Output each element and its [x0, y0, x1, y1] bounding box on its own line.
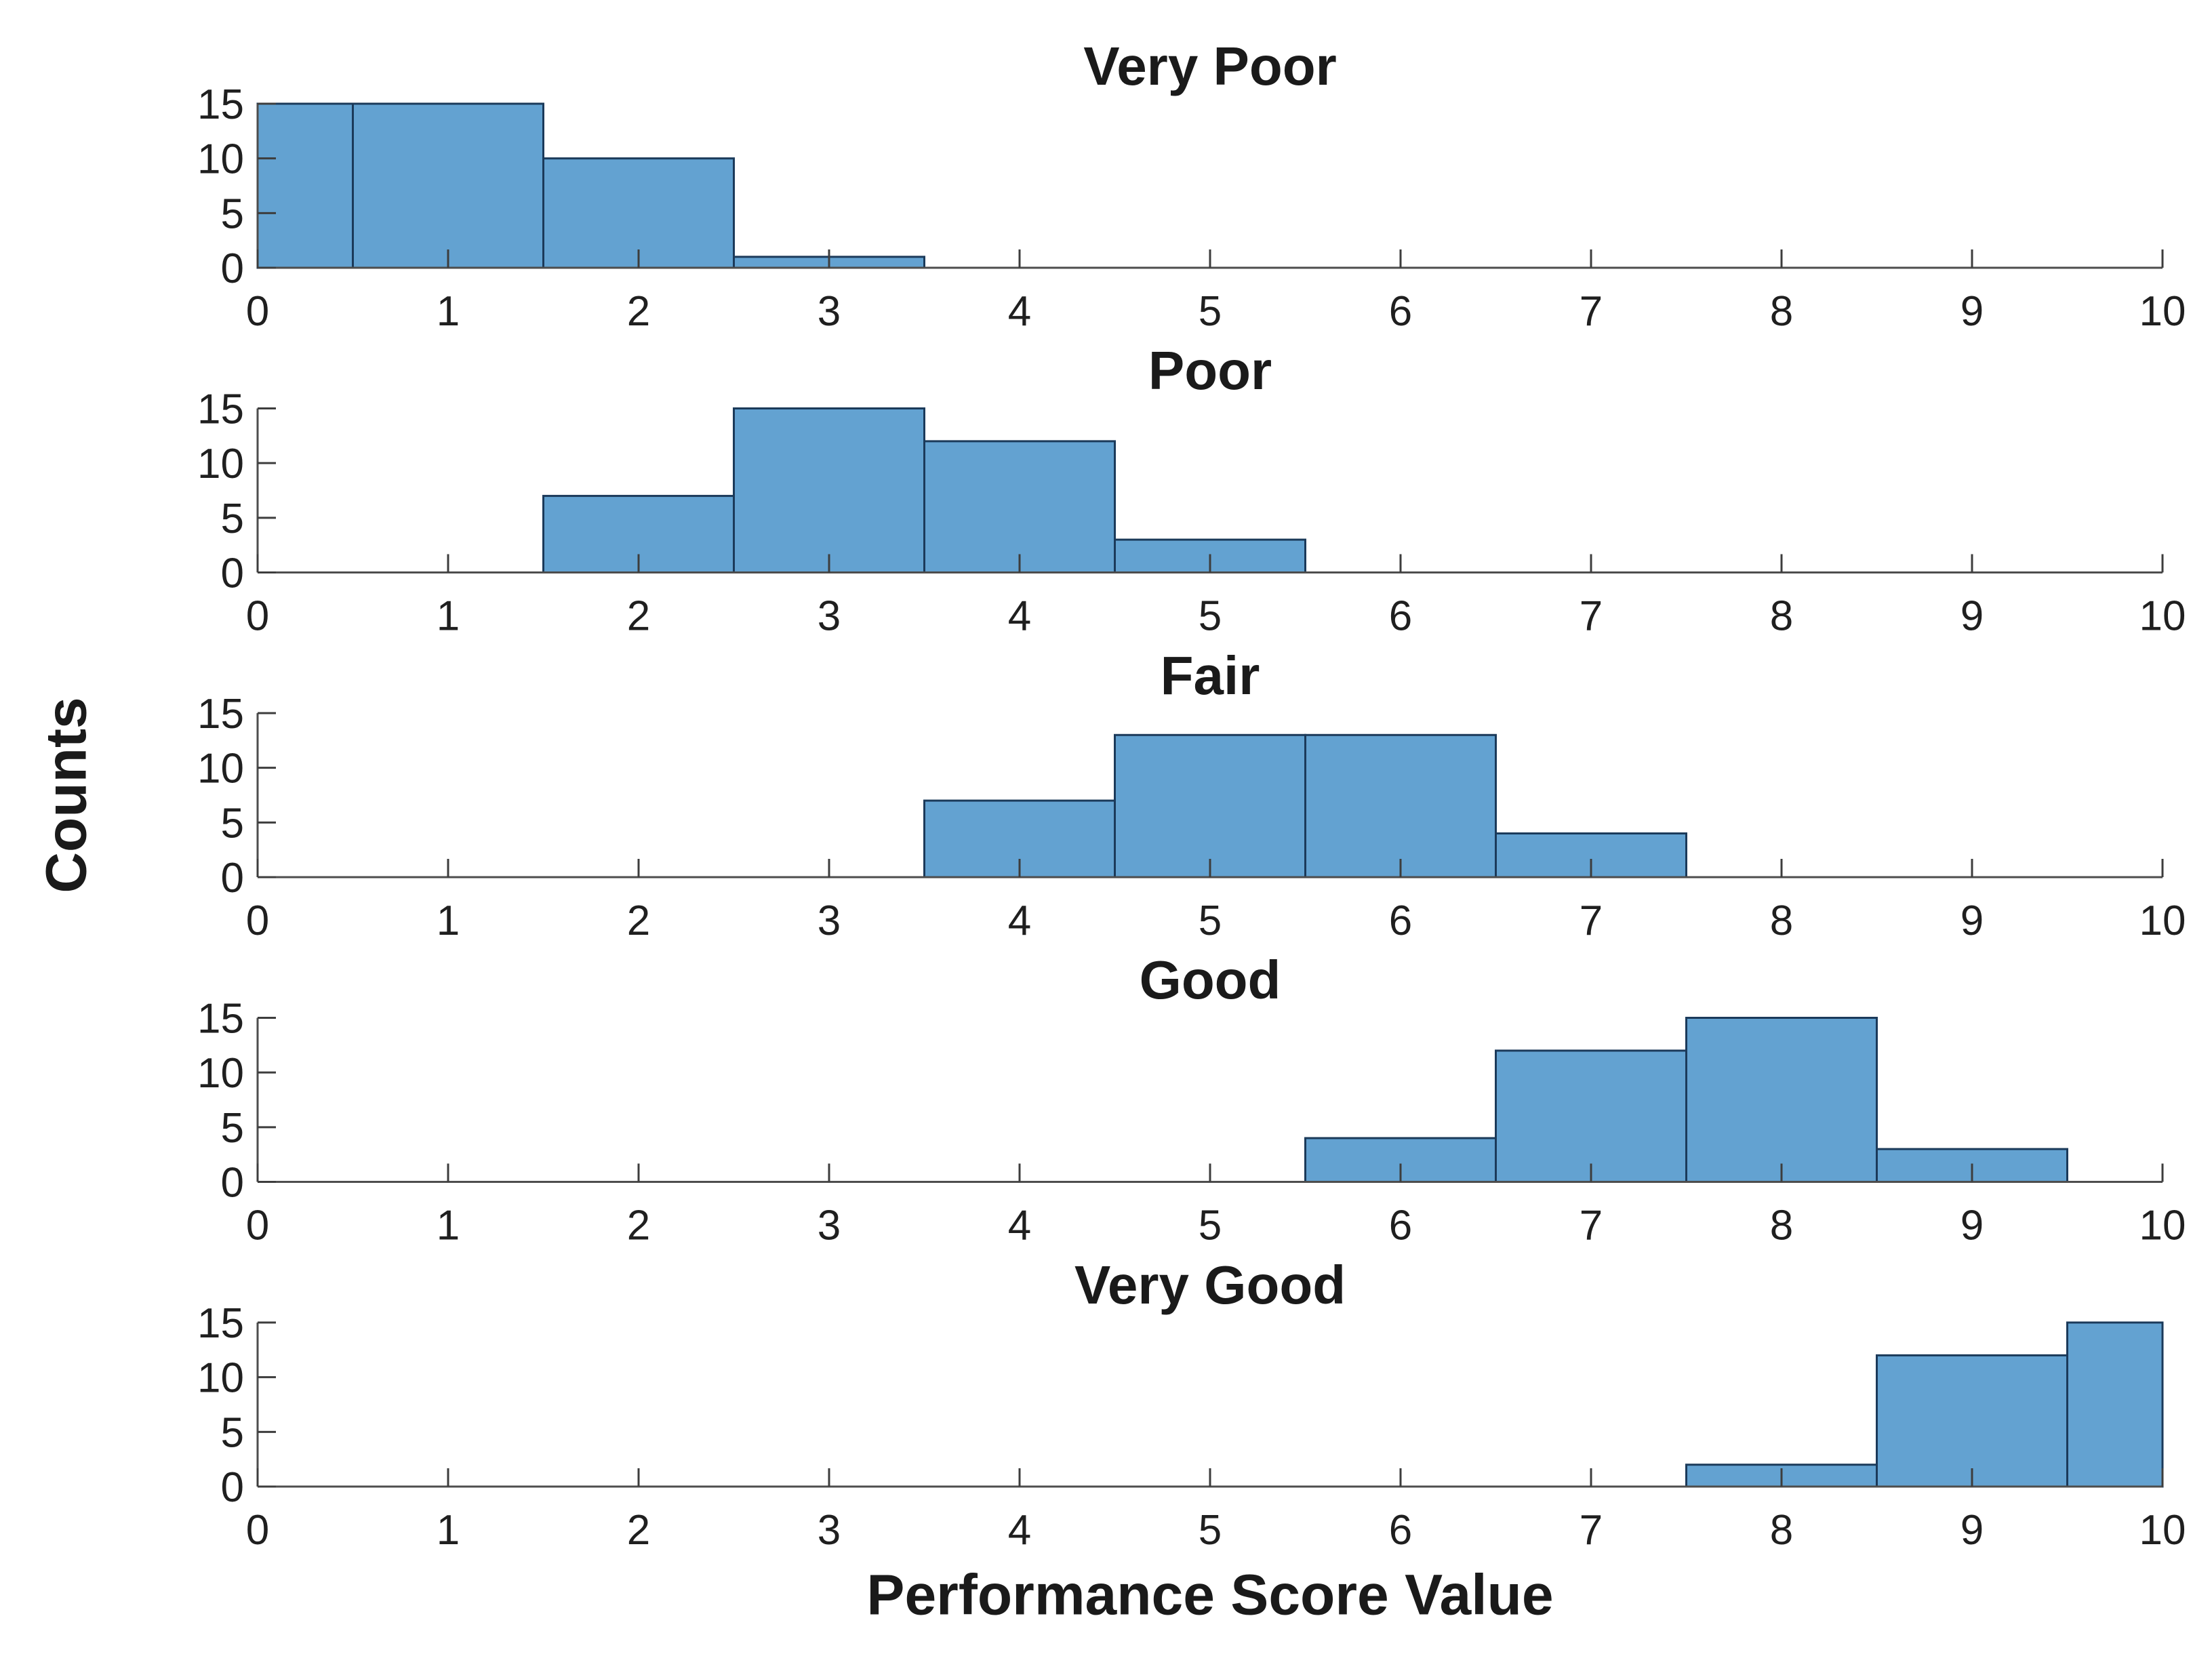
- y-tick-label: 15: [197, 996, 244, 1043]
- y-tick-label: 0: [221, 245, 244, 292]
- x-tick-label: 2: [627, 288, 650, 335]
- y-tick-label: 10: [197, 136, 244, 183]
- subplot-title-fair: Fair: [1160, 645, 1260, 706]
- x-tick-label: 10: [2139, 1203, 2186, 1249]
- y-tick-label: 5: [221, 1409, 244, 1456]
- x-tick-label: 5: [1199, 593, 1222, 640]
- x-tick-label: 6: [1389, 288, 1412, 335]
- x-tick-label: 5: [1199, 897, 1222, 944]
- x-tick-label: 2: [627, 593, 650, 640]
- x-tick-label: 4: [1008, 1507, 1031, 1554]
- x-tick-label: 9: [1960, 897, 1984, 944]
- histogram-bar: [2066, 1321, 2164, 1488]
- x-tick-label: 8: [1770, 1507, 1793, 1554]
- histogram-bar: [923, 440, 1116, 574]
- x-tick-label: 4: [1008, 1203, 1031, 1249]
- y-tick-label: 10: [197, 441, 244, 487]
- y-tick-label: 0: [221, 1464, 244, 1511]
- x-tick-label: 1: [437, 593, 460, 640]
- x-tick-label: 0: [246, 288, 269, 335]
- y-tick-label: 5: [221, 190, 244, 237]
- x-tick-label: 3: [818, 897, 841, 944]
- x-tick-label: 4: [1008, 593, 1031, 640]
- histogram-bar: [733, 407, 925, 573]
- subplot-fair: 0 1 2 3 4 5 6 7 8 9 10 0 5 10 15: [197, 691, 2186, 944]
- x-tick-label: 1: [437, 1203, 460, 1249]
- y-tick-label: 10: [197, 746, 244, 792]
- x-tick-label: 5: [1199, 1203, 1222, 1249]
- x-tick-label: 1: [437, 897, 460, 944]
- y-tick-label: 0: [221, 550, 244, 597]
- histogram-bar: [1876, 1354, 2068, 1488]
- x-tick-label: 6: [1389, 1507, 1412, 1554]
- x-tick-label: 7: [1580, 593, 1603, 640]
- x-tick-label: 8: [1770, 288, 1793, 335]
- y-tick-label: 0: [221, 1160, 244, 1207]
- y-tick-label: 5: [221, 1105, 244, 1152]
- x-tick-label: 9: [1960, 593, 1984, 640]
- subplot-very-poor: 0 1 2 3 4 5 6 7 8 9 10 0 5 10 15: [197, 81, 2186, 335]
- subplot-very-good: 0 1 2 3 4 5 6 7 8 9 10 0 5 10 15: [197, 1300, 2186, 1554]
- x-tick-label: 8: [1770, 593, 1793, 640]
- x-tick-label: 10: [2139, 897, 2186, 944]
- x-tick-label: 0: [246, 1507, 269, 1554]
- y-tick-label: 15: [197, 386, 244, 433]
- x-tick-label: 3: [818, 288, 841, 335]
- y-tick-label: 10: [197, 1050, 244, 1097]
- x-tick-label: 7: [1580, 288, 1603, 335]
- subplot-title-very-good: Very Good: [1074, 1255, 1346, 1315]
- x-tick-label: 10: [2139, 1507, 2186, 1554]
- x-tick-label: 1: [437, 1507, 460, 1554]
- x-tick-label: 0: [246, 593, 269, 640]
- x-axis-label: Performance Score Value: [866, 1562, 1554, 1627]
- x-tick-label: 10: [2139, 288, 2186, 335]
- x-tick-label: 6: [1389, 593, 1412, 640]
- x-tick-label: 4: [1008, 288, 1031, 335]
- subplot-title-poor: Poor: [1148, 340, 1272, 401]
- x-tick-label: 6: [1389, 1203, 1412, 1249]
- x-tick-label: 7: [1580, 1203, 1603, 1249]
- y-tick-label: 10: [197, 1355, 244, 1402]
- histogram-bar: [352, 102, 544, 269]
- y-tick-label: 15: [197, 81, 244, 128]
- y-tick-label: 5: [221, 496, 244, 542]
- x-tick-label: 9: [1960, 1203, 1984, 1249]
- x-tick-label: 6: [1389, 897, 1412, 944]
- x-tick-label: 0: [246, 1203, 269, 1249]
- x-tick-label: 8: [1770, 897, 1793, 944]
- y-tick-label: 15: [197, 1300, 244, 1347]
- x-tick-label: 1: [437, 288, 460, 335]
- histogram-bar: [1304, 733, 1497, 879]
- subplot-title-good: Good: [1139, 950, 1281, 1010]
- histogram-bar: [256, 102, 354, 269]
- subplot-poor: 0 1 2 3 4 5 6 7 8 9 10 0 5 10 15: [197, 386, 2186, 640]
- x-tick-label: 2: [627, 897, 650, 944]
- x-tick-label: 4: [1008, 897, 1031, 944]
- subplot-good: 0 1 2 3 4 5 6 7 8 9 10 0 5 10 15: [197, 996, 2186, 1249]
- x-tick-label: 9: [1960, 288, 1984, 335]
- x-tick-label: 8: [1770, 1203, 1793, 1249]
- histogram-bar: [1114, 733, 1306, 879]
- y-axis-label: Counts: [34, 697, 98, 893]
- x-tick-label: 10: [2139, 593, 2186, 640]
- x-tick-label: 5: [1199, 1507, 1222, 1554]
- x-tick-label: 7: [1580, 897, 1603, 944]
- y-tick-label: 0: [221, 855, 244, 902]
- x-tick-label: 9: [1960, 1507, 1984, 1554]
- y-tick-label: 15: [197, 691, 244, 738]
- x-tick-label: 2: [627, 1203, 650, 1249]
- x-tick-label: 3: [818, 1507, 841, 1554]
- histogram-bar: [1495, 1049, 1687, 1184]
- x-tick-label: 0: [246, 897, 269, 944]
- x-tick-label: 7: [1580, 1507, 1603, 1554]
- x-tick-label: 2: [627, 1507, 650, 1554]
- x-tick-label: 5: [1199, 288, 1222, 335]
- y-tick-label: 5: [221, 800, 244, 847]
- subplot-title-very-poor: Very Poor: [1083, 36, 1337, 96]
- histogram-bar: [1685, 1017, 1878, 1183]
- x-tick-label: 3: [818, 593, 841, 640]
- x-tick-label: 3: [818, 1203, 841, 1249]
